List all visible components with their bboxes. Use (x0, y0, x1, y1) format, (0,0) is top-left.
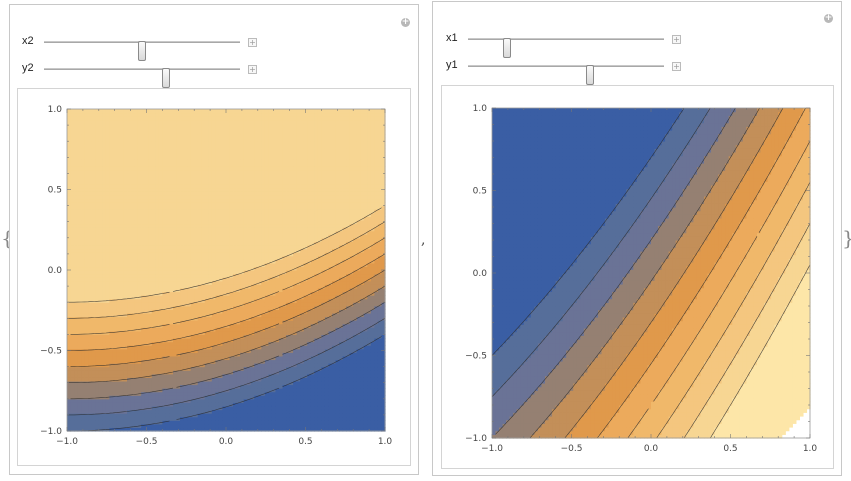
options-plus-icon[interactable]: + (401, 17, 410, 27)
slider-y1-track[interactable] (468, 65, 664, 85)
slider-label-y2: y2 (22, 62, 34, 74)
right-plot-x-tick-label: 0.0 (644, 444, 659, 454)
slider-y1-thumb[interactable] (585, 65, 594, 85)
left-plot-ticks (66, 108, 386, 432)
slider-y2-row: y2 + (22, 59, 267, 88)
manipulate-panel-right: + x1 + y1 + −1.0 −0.5 0.0 0.5 1.0 1.0 0.5 0.0 −0… (432, 1, 842, 476)
manipulate-panel-left: + x2 + y2 + −1.0 −0.5 0.0 0.5 1.0 1.0 0.5 0.0 −0… (9, 4, 419, 475)
right-plot-x-tick-label: 0.5 (723, 444, 737, 454)
right-plot-bands (492, 108, 811, 439)
slider-label-x2: x2 (22, 35, 34, 47)
plot-frame-right: −1.0 −0.5 0.0 0.5 1.0 1.0 0.5 0.0 −0.5 −1.0 (441, 85, 834, 469)
slider-label-x1: x1 (446, 32, 458, 44)
right-plot-y-tick-label: 0.0 (473, 269, 488, 279)
comma-separator: , (421, 232, 426, 248)
right-plot-y-tick-label: 0.5 (473, 187, 487, 197)
slider-x1-track[interactable] (468, 38, 664, 58)
left-plot-contour-line-4 (70, 269, 386, 367)
slider-x2-row: x2 + (22, 32, 267, 61)
right-plot-y-tick-label: −1.0 (465, 434, 487, 444)
right-plot-contour-line-2 (495, 107, 736, 435)
options-plus-icon[interactable]: + (824, 13, 833, 23)
left-plot-contour-line-2 (70, 301, 386, 400)
right-plot-y-tick-label: −0.5 (465, 352, 487, 362)
left-plot-contour-line-6 (70, 237, 386, 335)
left-plot-bands (67, 109, 386, 432)
right-plot-ticks (491, 107, 811, 439)
right-plot-contour-line-9 (710, 264, 811, 439)
left-plot-contour-lines (67, 207, 386, 432)
plot-frame-left: −1.0 −0.5 0.0 0.5 1.0 1.0 0.5 0.0 −0.5 −1.0 (17, 88, 411, 466)
contour-plot-right: −1.0 −0.5 0.0 0.5 1.0 1.0 0.5 0.0 −0.5 −1.0 (465, 104, 818, 454)
left-plot-x-tick-label: 1.0 (378, 437, 393, 447)
left-plot-x-tick-label: −0.5 (136, 437, 158, 447)
slider-x2-plus-icon[interactable]: + (248, 38, 257, 47)
left-plot-x-tick-label: 0.5 (298, 437, 312, 447)
left-plot-y-tick-label: −1.0 (40, 427, 62, 437)
right-plot-contour-line-7 (656, 182, 811, 439)
left-plot-y-tick-label: 0.0 (48, 266, 63, 276)
right-plot-contour-line-4 (564, 107, 784, 439)
left-plot-y-tick-label: 1.0 (48, 105, 63, 115)
right-plot-contour-line-5 (597, 107, 806, 439)
slider-x1-row: x1 + (446, 29, 691, 58)
slider-x1-thumb[interactable] (503, 38, 512, 58)
right-plot-y-tick-label: 1.0 (473, 104, 488, 114)
right-plot-contour-line-3 (529, 107, 760, 439)
slider-y2-track[interactable] (44, 68, 240, 88)
right-plot-x-tick-label: −1.0 (481, 444, 503, 454)
slider-y2-plus-icon[interactable]: + (248, 65, 257, 74)
right-plot-contour-lines (491, 107, 811, 439)
right-plot-contour-line-1 (491, 107, 711, 398)
slider-x2-track[interactable] (44, 41, 240, 61)
slider-x1-plus-icon[interactable]: + (672, 35, 681, 44)
slider-y2-thumb[interactable] (161, 68, 170, 88)
left-plot-x-tick-label: 0.0 (219, 437, 234, 447)
close-brace: } (842, 226, 851, 250)
contour-plot-left: −1.0 −0.5 0.0 0.5 1.0 1.0 0.5 0.0 −0.5 −1.0 (40, 105, 393, 447)
left-plot-y-tick-label: −0.5 (40, 347, 62, 357)
right-plot-x-tick-label: −0.5 (561, 444, 583, 454)
left-plot-x-tick-label: −1.0 (56, 437, 78, 447)
left-plot-y-tick-label: 0.5 (48, 186, 62, 196)
left-plot-contour-line-8 (67, 207, 382, 303)
right-plot-contour-line-0 (491, 107, 685, 356)
right-plot-contour-line-8 (683, 223, 811, 439)
slider-x2-thumb[interactable] (138, 41, 146, 61)
slider-y1-row: y1 + (446, 56, 691, 85)
slider-y1-plus-icon[interactable]: + (672, 62, 681, 71)
slider-label-y1: y1 (446, 59, 458, 71)
right-plot-x-tick-label: 1.0 (803, 444, 818, 454)
